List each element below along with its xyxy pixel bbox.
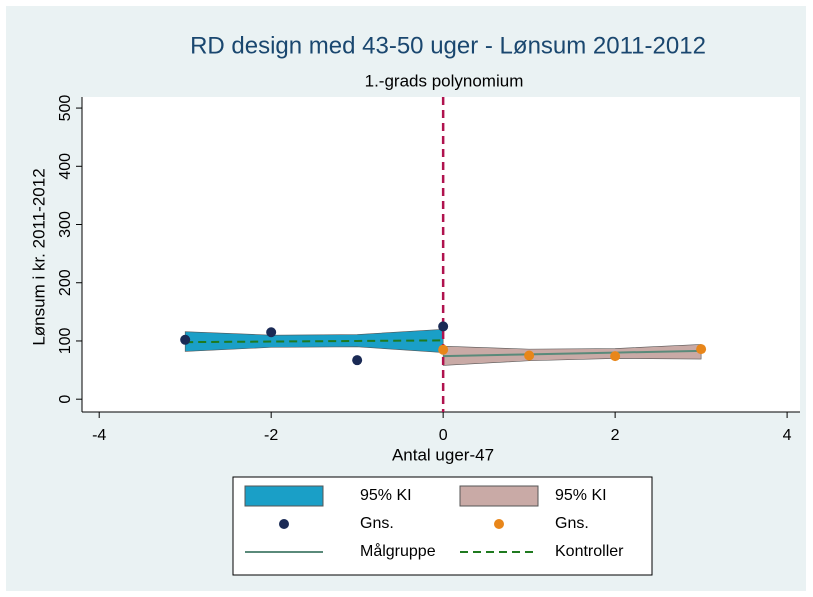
- fit-line: [185, 339, 444, 344]
- x-axis-title: Antal uger-47: [392, 445, 494, 464]
- mean-point: [524, 350, 535, 361]
- legend-key: [494, 519, 504, 529]
- chart-title: RD design med 43-50 uger - Lønsum 2011-2…: [190, 32, 706, 59]
- mean-point: [438, 344, 449, 355]
- x-tick-label: -4: [92, 427, 106, 444]
- legend-label: Gns.: [360, 515, 394, 532]
- fit-line: [443, 349, 702, 358]
- legend-key: [459, 485, 539, 507]
- legend-label: Målgruppe: [360, 542, 436, 560]
- y-tick-label: 200: [57, 269, 74, 296]
- legend-label: 95% KI: [360, 487, 412, 504]
- plot-background: [82, 97, 800, 412]
- legend-key: [244, 485, 324, 507]
- x-tick-label: 0: [439, 427, 448, 444]
- legend-label: 95% KI: [555, 487, 607, 504]
- y-tick-label: 100: [57, 328, 74, 355]
- legend-key: [279, 519, 289, 529]
- mean-point: [352, 355, 363, 366]
- y-tick-label: 300: [57, 211, 74, 238]
- y-tick-label: 0: [57, 395, 74, 404]
- y-axis-title: Lønsum i kr. 2011-2012: [29, 168, 48, 345]
- mean-point: [266, 327, 277, 338]
- mean-point: [610, 351, 621, 362]
- x-tick-label: 4: [783, 427, 792, 444]
- y-tick-label: 500: [57, 95, 74, 122]
- mean-point: [438, 321, 449, 332]
- ci-band: [442, 344, 702, 366]
- x-tick-label: 2: [611, 427, 620, 444]
- legend-label: Kontroller: [555, 543, 624, 560]
- y-tick-label: 400: [57, 153, 74, 180]
- x-tick-label: -2: [264, 427, 278, 444]
- chart-subtitle: 1.-grads polynomium: [365, 71, 524, 90]
- mean-point: [180, 334, 191, 345]
- legend-label: Gns.: [555, 515, 589, 532]
- mean-point: [696, 344, 707, 355]
